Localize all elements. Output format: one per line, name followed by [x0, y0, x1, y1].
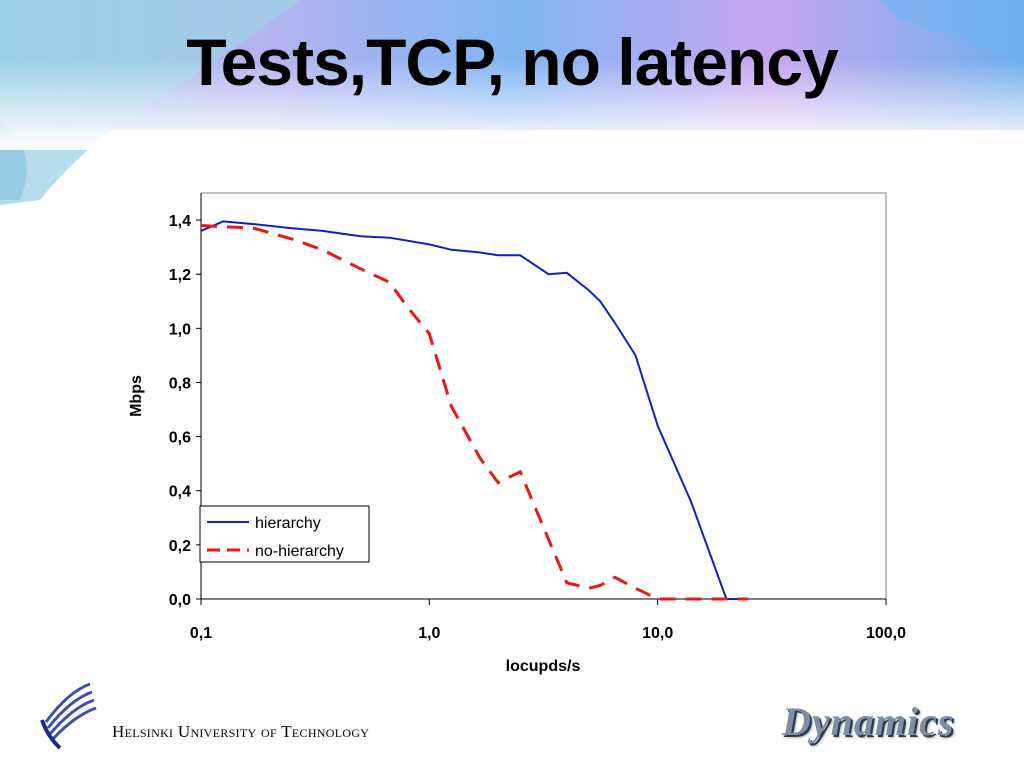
y-tick-label: 1,4 — [169, 213, 191, 230]
legend-label-no-hierarchy: no-hierarchy — [255, 543, 344, 560]
y-tick-label: 0,0 — [169, 592, 191, 609]
y-tick-label: 1,2 — [169, 267, 191, 284]
y-tick-label: 0,2 — [169, 538, 191, 555]
legend-label-hierarchy: hierarchy — [255, 515, 321, 532]
x-tick-label: 100,0 — [866, 625, 906, 642]
y-tick-label: 0,6 — [169, 430, 191, 447]
x-tick-label: 1,0 — [418, 625, 440, 642]
x-axis-label: locupds/s — [506, 658, 581, 675]
y-tick-label: 0,4 — [169, 484, 191, 501]
y-axis-label: Mbps — [128, 375, 145, 417]
dynamics-logo: Dynamics — [782, 699, 955, 744]
series-line-no-hierarchy — [200, 224, 749, 601]
legend-box — [199, 505, 370, 563]
university-logo — [40, 682, 97, 750]
footer-organization-name: Helsinki University of Technology — [112, 722, 370, 741]
y-tick-label: 1,0 — [169, 321, 191, 338]
series-line-hierarchy — [200, 220, 749, 600]
y-tick-label: 0,8 — [169, 375, 191, 392]
slide-title: Tests,TCP, no latency — [186, 25, 838, 99]
line-chart: 0,0 0,2 0,4 0,6 0,8 1,0 1,2 1,4 0,1 1,0 10,0 100,0… — [128, 192, 906, 675]
x-tick-label: 10,0 — [642, 625, 673, 642]
x-tick-label: 0,1 — [190, 625, 212, 642]
x-axis-ticks: 0,1 1,0 10,0 100,0 — [190, 599, 906, 642]
y-axis-ticks: 0,0 0,2 0,4 0,6 0,8 1,0 1,2 1,4 — [169, 213, 201, 609]
legend: hierarchy no-hierarchy — [199, 505, 370, 563]
